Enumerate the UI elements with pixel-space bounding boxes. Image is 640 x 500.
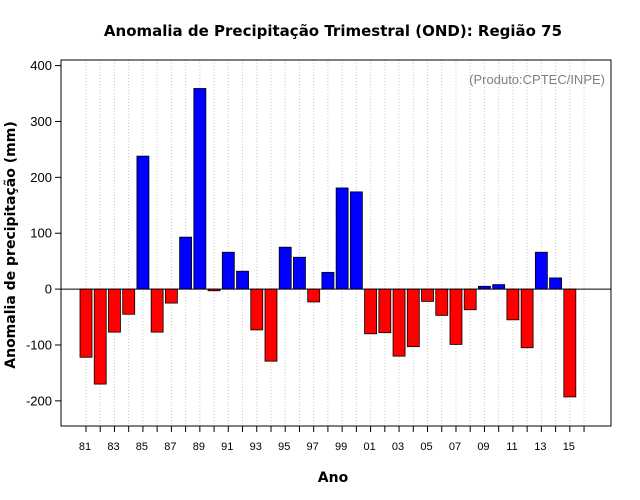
bar-11 xyxy=(506,288,520,321)
y-tick-label: -100 xyxy=(26,337,52,352)
y-tick-label: 0 xyxy=(45,282,52,297)
x-tick-label: 99 xyxy=(335,441,347,453)
y-axis: -200 -100 0 100 200 300 400 xyxy=(26,58,61,408)
bar-94 xyxy=(264,288,278,362)
bar-93 xyxy=(250,288,264,331)
x-tick-label: 87 xyxy=(164,441,176,453)
bar-04 xyxy=(406,288,420,348)
x-tick-label: 07 xyxy=(449,441,461,453)
x-tick-label: 01 xyxy=(363,441,375,453)
y-axis-title: Anomalia de precipitação (mm) xyxy=(3,121,19,368)
bar-96 xyxy=(293,256,306,290)
bar-97 xyxy=(307,288,321,303)
x-tick-label: 13 xyxy=(534,441,546,453)
bar-88 xyxy=(179,236,193,290)
bar-89 xyxy=(193,88,207,290)
bar-15 xyxy=(563,288,577,398)
x-tick-label: 03 xyxy=(392,441,404,453)
bar-81 xyxy=(79,288,93,358)
x-tick-label: 97 xyxy=(307,441,319,453)
bar-95 xyxy=(278,246,292,290)
bar-02 xyxy=(378,288,392,334)
x-axis: 81 83 85 87 89 91 93 95 97 99 01 03 05 07 09 11 13 15 xyxy=(79,426,585,453)
y-tick-label: 100 xyxy=(30,226,52,241)
x-tick-label: 93 xyxy=(250,441,262,453)
x-tick-label: 83 xyxy=(107,441,119,453)
bar-99 xyxy=(335,187,349,290)
bar-98 xyxy=(321,271,335,290)
bar-87 xyxy=(164,288,178,304)
grid-lines xyxy=(85,60,585,426)
x-axis-title: Ano xyxy=(318,470,349,486)
bar-13 xyxy=(534,251,548,290)
bar-05 xyxy=(421,288,434,302)
bar-84 xyxy=(122,288,136,315)
bar-82 xyxy=(93,288,107,385)
x-tick-label: 91 xyxy=(221,441,233,453)
bar-85 xyxy=(136,155,150,290)
bar-86 xyxy=(150,288,164,333)
bar-10 xyxy=(492,284,506,290)
x-tick-label: 95 xyxy=(278,441,290,453)
bar-06 xyxy=(435,288,449,316)
x-tick-label: 09 xyxy=(477,441,489,453)
bar-07 xyxy=(449,288,463,345)
bar-01 xyxy=(364,288,378,335)
bars xyxy=(79,88,577,398)
x-tick-label: 81 xyxy=(79,441,91,453)
y-tick-label: 400 xyxy=(30,58,52,73)
bar-92 xyxy=(236,270,249,290)
chart-title: Anomalia de Precipitação Trimestral (OND… xyxy=(104,22,562,40)
x-tick-label: 89 xyxy=(193,441,205,453)
x-tick-label: 11 xyxy=(506,441,517,453)
x-tick-label: 05 xyxy=(420,441,432,453)
bar-03 xyxy=(392,288,406,357)
x-tick-label: 85 xyxy=(136,441,148,453)
credit-text: (Produto:CPTEC/INPE) xyxy=(469,72,605,87)
bar-83 xyxy=(108,288,121,333)
bar-08 xyxy=(463,288,477,311)
bar-12 xyxy=(520,288,534,349)
bar-14 xyxy=(549,277,562,290)
x-tick-label: 15 xyxy=(563,441,575,453)
y-tick-label: -200 xyxy=(26,393,52,408)
y-tick-label: 300 xyxy=(30,114,52,129)
y-tick-label: 200 xyxy=(30,170,52,185)
bar-00 xyxy=(349,191,363,290)
plot-frame xyxy=(60,59,612,427)
bar-91 xyxy=(221,251,235,290)
